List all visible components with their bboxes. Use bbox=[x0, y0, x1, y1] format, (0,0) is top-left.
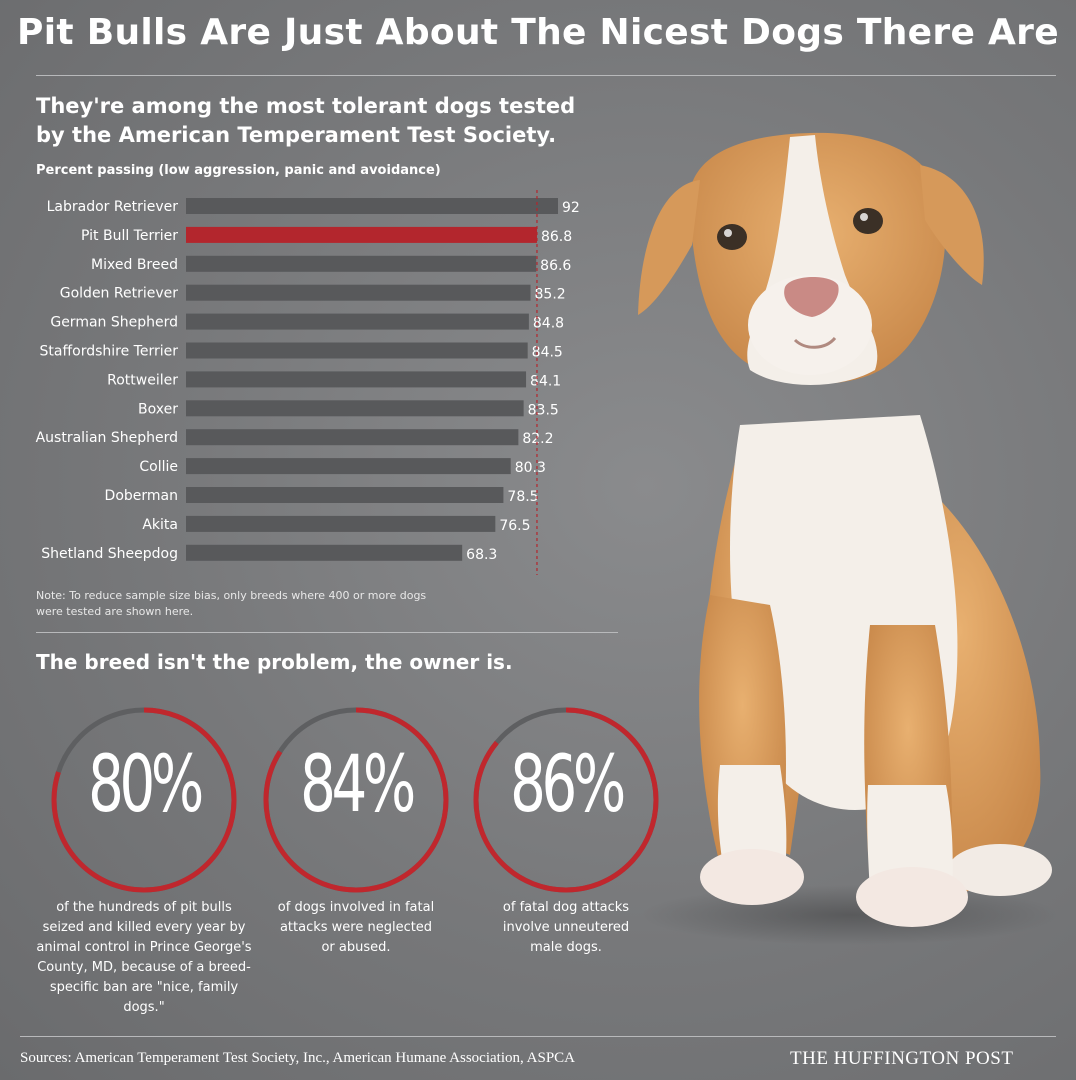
category-label: Rottweiler bbox=[107, 372, 178, 388]
value-label: 84.1 bbox=[530, 373, 561, 389]
value-label: 84.5 bbox=[532, 345, 563, 361]
bar bbox=[186, 284, 531, 301]
ring-progress bbox=[263, 707, 449, 893]
category-label: Mixed Breed bbox=[91, 257, 178, 273]
value-label: 78.5 bbox=[507, 489, 538, 505]
category-label: Staffordshire Terrier bbox=[40, 344, 179, 360]
bar bbox=[186, 400, 524, 417]
stat-ring bbox=[51, 707, 237, 893]
stat-caption: of the hundreds of pit bulls seized and … bbox=[36, 900, 252, 1015]
category-label: Shetland Sheepdog bbox=[41, 546, 178, 562]
category-label: Golden Retriever bbox=[60, 286, 178, 302]
category-label: Pit Bull Terrier bbox=[81, 228, 178, 244]
bar bbox=[186, 313, 529, 330]
stat-value: 84% bbox=[300, 740, 416, 830]
bar bbox=[186, 458, 511, 475]
bar bbox=[186, 429, 519, 446]
ring-progress bbox=[473, 707, 659, 893]
section-title: The breed isn't the problem, the owner i… bbox=[36, 650, 513, 674]
bar bbox=[186, 371, 527, 388]
title-divider bbox=[36, 75, 1056, 76]
value-label: 82.2 bbox=[522, 431, 553, 447]
value-label: 68.3 bbox=[466, 547, 497, 563]
chart-note: Note: To reduce sample size bias, only b… bbox=[36, 589, 427, 618]
bar bbox=[186, 226, 537, 243]
chart-axis-label: Percent passing (low aggression, panic a… bbox=[36, 163, 441, 178]
stat-ring bbox=[263, 707, 449, 893]
category-label: Collie bbox=[139, 459, 178, 475]
footer-divider bbox=[20, 1036, 1056, 1037]
bar bbox=[186, 515, 496, 532]
value-label: 84.8 bbox=[533, 316, 564, 332]
value-label: 83.5 bbox=[528, 402, 559, 418]
category-label: Akita bbox=[142, 517, 178, 533]
stat-ring bbox=[473, 707, 659, 893]
bar bbox=[186, 342, 528, 359]
category-label: Doberman bbox=[105, 488, 178, 504]
bar bbox=[186, 198, 558, 214]
stat-value: 80% bbox=[88, 740, 204, 830]
value-label: 85.2 bbox=[535, 287, 566, 303]
stat-value: 86% bbox=[510, 740, 626, 830]
puppy-photo bbox=[638, 132, 1060, 945]
page-title: Pit Bulls Are Just About The Nicest Dogs… bbox=[17, 12, 1059, 53]
value-label: 86.8 bbox=[541, 229, 572, 245]
sources: Sources: American Temperament Test Socie… bbox=[20, 1050, 576, 1066]
breed-bar-chart: Labrador Retriever 92 Pit Bull Terrier 86.8… bbox=[36, 190, 580, 575]
stat-caption: of dogs involved in fatal attacks were n… bbox=[277, 900, 435, 955]
value-label: 80.3 bbox=[515, 460, 546, 476]
chart-subtitle: They're among the most tolerant dogs tes… bbox=[36, 94, 576, 147]
ring-progress bbox=[51, 707, 237, 893]
stat-caption: of fatal dog attacks involve unneutered … bbox=[502, 900, 630, 955]
bar bbox=[186, 487, 504, 503]
value-label: 86.6 bbox=[540, 258, 571, 274]
value-label: 76.5 bbox=[499, 518, 530, 534]
category-label: Australian Shepherd bbox=[36, 430, 178, 446]
category-label: Boxer bbox=[138, 401, 178, 417]
category-label: German Shepherd bbox=[50, 315, 178, 331]
section-divider bbox=[36, 632, 618, 633]
bar bbox=[186, 255, 537, 272]
category-label: Labrador Retriever bbox=[47, 199, 179, 215]
bar bbox=[186, 544, 463, 561]
brand-logo: THE HUFFINGTON POST bbox=[790, 1048, 1014, 1069]
value-label: 92 bbox=[562, 200, 580, 216]
